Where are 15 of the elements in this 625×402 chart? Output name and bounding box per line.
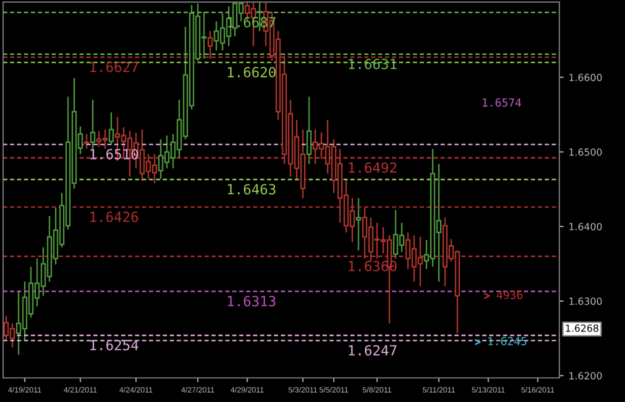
ref-line-label: 1.6247 — [348, 345, 396, 356]
ref-line-label: 1.6463 — [228, 184, 276, 194]
ref-line-label: 1.6492 — [348, 162, 396, 173]
ref-line-label: 1.6627 — [90, 62, 138, 72]
y-tick-label: 1.6500 — [569, 148, 602, 156]
text: 1.6268 — [566, 324, 598, 332]
y-tick-label: 1.6300 — [569, 298, 602, 305]
annotation: 4936 — [496, 290, 522, 300]
ref-line-label: 1.6620 — [228, 66, 276, 78]
ref-line-label: 1.6313 — [228, 296, 276, 306]
y-tick-label: 1.6600 — [569, 74, 602, 82]
ref-line-label: 1.6426 — [90, 212, 138, 222]
annotation: 1.6574 — [482, 98, 522, 107]
y-tick-label: 1.6400 — [569, 222, 602, 230]
y-tick-label: 1.6200 — [569, 372, 602, 380]
